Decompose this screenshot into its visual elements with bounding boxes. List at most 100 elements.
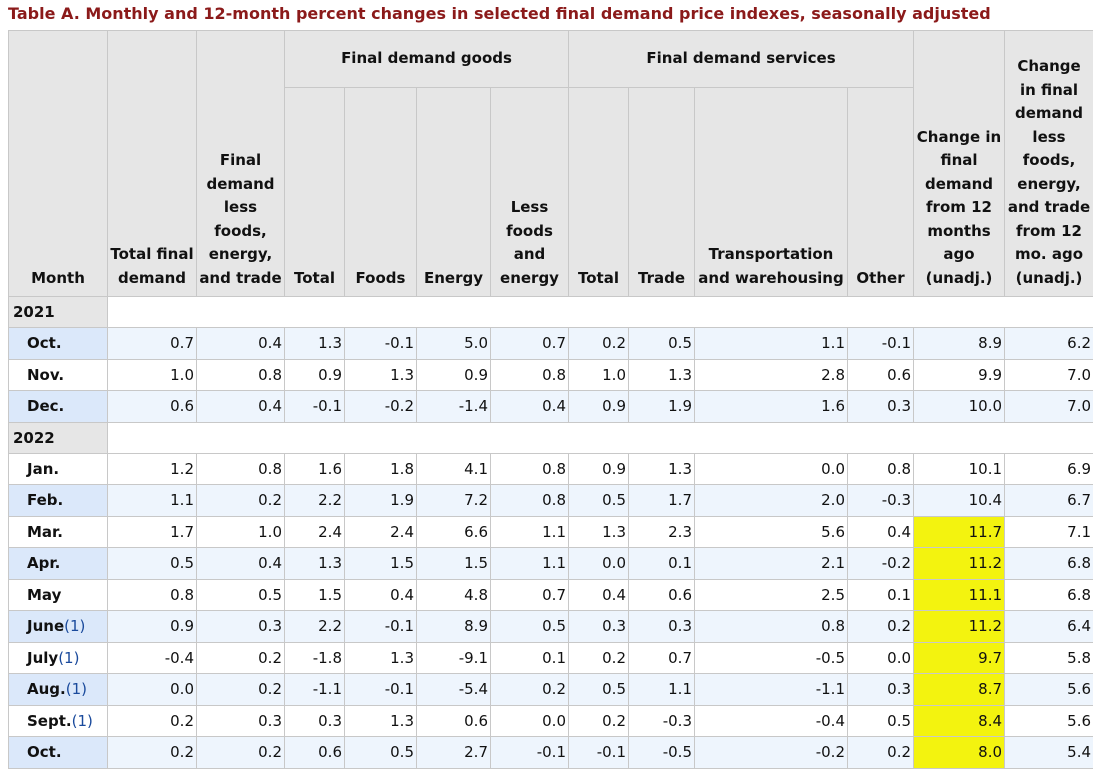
month-label: Dec. xyxy=(27,397,65,416)
value-cell: 4.8 xyxy=(416,578,491,611)
value-cell: -0.1 xyxy=(344,610,417,643)
value-cell: 0.4 xyxy=(568,578,629,611)
month-cell: Aug.(1) xyxy=(8,673,108,706)
value-cell: 8.7 xyxy=(913,673,1006,706)
month-cell: Mar. xyxy=(8,515,108,548)
value-cell: 9.9 xyxy=(913,358,1006,391)
value-cell: 0.8 xyxy=(490,484,569,517)
footnote-link[interactable]: (1) xyxy=(64,617,86,636)
month-label: Oct. xyxy=(27,334,62,353)
month-label: Aug. xyxy=(27,680,66,699)
footnote-link[interactable]: (1) xyxy=(58,648,80,667)
value-cell: 0.9 xyxy=(107,610,197,643)
year-row-blank xyxy=(107,296,1093,328)
value-cell: -0.4 xyxy=(694,704,848,737)
value-cell: -0.1 xyxy=(344,673,417,706)
value-cell: 2.2 xyxy=(284,484,345,517)
value-cell: 1.7 xyxy=(628,484,695,517)
value-cell: 0.4 xyxy=(490,390,569,423)
value-cell: 6.4 xyxy=(1004,610,1093,643)
value-cell: 8.0 xyxy=(913,736,1006,769)
month-label: Feb. xyxy=(27,491,64,510)
value-cell: 2.4 xyxy=(284,515,345,548)
table-title: Table A. Monthly and 12-month percent ch… xyxy=(8,4,991,23)
table-row: Jan. 1.2 0.8 1.6 1.8 4.1 0.8 0.9 1.3 0.0 0.8 10.1 6.… xyxy=(8,452,1093,485)
value-cell: 0.6 xyxy=(107,390,197,423)
value-cell: 1.9 xyxy=(628,390,695,423)
value-cell: 10.4 xyxy=(913,484,1006,517)
value-cell: 5.8 xyxy=(1004,641,1093,674)
value-cell: 0.7 xyxy=(490,578,569,611)
value-cell: 7.1 xyxy=(1004,515,1093,548)
value-cell: -0.4 xyxy=(107,641,197,674)
col-change-less-12m: Change in final demand less foods, energ… xyxy=(1004,30,1093,297)
value-cell: 1.3 xyxy=(344,358,417,391)
value-cell: 0.8 xyxy=(196,452,285,485)
value-cell: 0.7 xyxy=(490,327,569,360)
table-row: June(1) 0.9 0.3 2.2 -0.1 8.9 0.5 0.3 0.3 0.8 0.2 11… xyxy=(8,610,1093,643)
value-cell: 0.6 xyxy=(416,704,491,737)
value-cell: 0.9 xyxy=(416,358,491,391)
value-cell: 1.0 xyxy=(196,515,285,548)
value-cell: 1.3 xyxy=(284,327,345,360)
table-row: Sept.(1) 0.2 0.3 0.3 1.3 0.6 0.0 0.2 -0.3 -0.4 0.5… xyxy=(8,704,1093,737)
value-cell: -0.2 xyxy=(846,547,915,580)
value-cell: 0.3 xyxy=(846,390,915,423)
value-cell: 1.1 xyxy=(628,673,695,706)
value-cell: 7.2 xyxy=(416,484,491,517)
value-cell: 1.3 xyxy=(284,547,345,580)
value-cell: 1.5 xyxy=(416,547,491,580)
month-label: Jan. xyxy=(27,459,60,478)
value-cell: 0.1 xyxy=(846,578,915,611)
value-cell: 1.1 xyxy=(490,547,569,580)
value-cell: 0.6 xyxy=(284,736,345,769)
value-cell: -0.3 xyxy=(628,704,695,737)
value-cell: -9.1 xyxy=(416,641,491,674)
month-cell: Oct. xyxy=(8,736,108,769)
value-cell: 1.2 xyxy=(107,452,197,485)
value-cell: 11.7 xyxy=(913,515,1006,548)
col-goods-less-foods-energy: Less foods and energy xyxy=(490,87,569,297)
value-cell: 0.2 xyxy=(568,641,629,674)
value-cell: 0.8 xyxy=(196,358,285,391)
table-row: Oct. 0.7 0.4 1.3 -0.1 5.0 0.7 0.2 0.5 1.1 -0.1 8.9 6… xyxy=(8,327,1093,360)
value-cell: 5.6 xyxy=(1004,704,1093,737)
value-cell: -0.1 xyxy=(284,390,345,423)
col-services-total: Total xyxy=(568,87,629,297)
year-label: 2021 xyxy=(8,296,108,328)
month-cell: May xyxy=(8,578,108,611)
value-cell: 0.3 xyxy=(846,673,915,706)
value-cell: 6.7 xyxy=(1004,484,1093,517)
month-label: Oct. xyxy=(27,743,62,762)
value-cell: 2.0 xyxy=(694,484,848,517)
value-cell: 0.8 xyxy=(694,610,848,643)
value-cell: 0.2 xyxy=(490,673,569,706)
value-cell: 0.2 xyxy=(568,704,629,737)
value-cell: 2.4 xyxy=(344,515,417,548)
value-cell: 0.2 xyxy=(846,610,915,643)
value-cell: 0.6 xyxy=(628,578,695,611)
group-final-demand-services: Final demand services xyxy=(567,30,915,88)
value-cell: 0.7 xyxy=(107,327,197,360)
month-label: July xyxy=(27,648,59,667)
value-cell: -1.1 xyxy=(694,673,848,706)
value-cell: 1.0 xyxy=(107,358,197,391)
table-row: Mar. 1.7 1.0 2.4 2.4 6.6 1.1 1.3 2.3 5.6 0.4 11.7 7.… xyxy=(8,515,1093,548)
month-label: Nov. xyxy=(27,365,65,384)
footnote-link[interactable]: (1) xyxy=(65,680,87,699)
price-index-table: Month Total final demand Final demand le… xyxy=(8,30,1093,769)
value-cell: 0.0 xyxy=(490,704,569,737)
value-cell: 2.5 xyxy=(694,578,848,611)
value-cell: 1.3 xyxy=(344,641,417,674)
value-cell: 8.4 xyxy=(913,704,1006,737)
value-cell: -0.1 xyxy=(846,327,915,360)
value-cell: 1.5 xyxy=(284,578,345,611)
value-cell: -0.2 xyxy=(344,390,417,423)
value-cell: 5.0 xyxy=(416,327,491,360)
value-cell: -0.3 xyxy=(846,484,915,517)
value-cell: 2.2 xyxy=(284,610,345,643)
month-cell: Dec. xyxy=(8,390,108,423)
value-cell: 1.3 xyxy=(568,515,629,548)
footnote-link[interactable]: (1) xyxy=(71,711,93,730)
value-cell: 0.3 xyxy=(284,704,345,737)
